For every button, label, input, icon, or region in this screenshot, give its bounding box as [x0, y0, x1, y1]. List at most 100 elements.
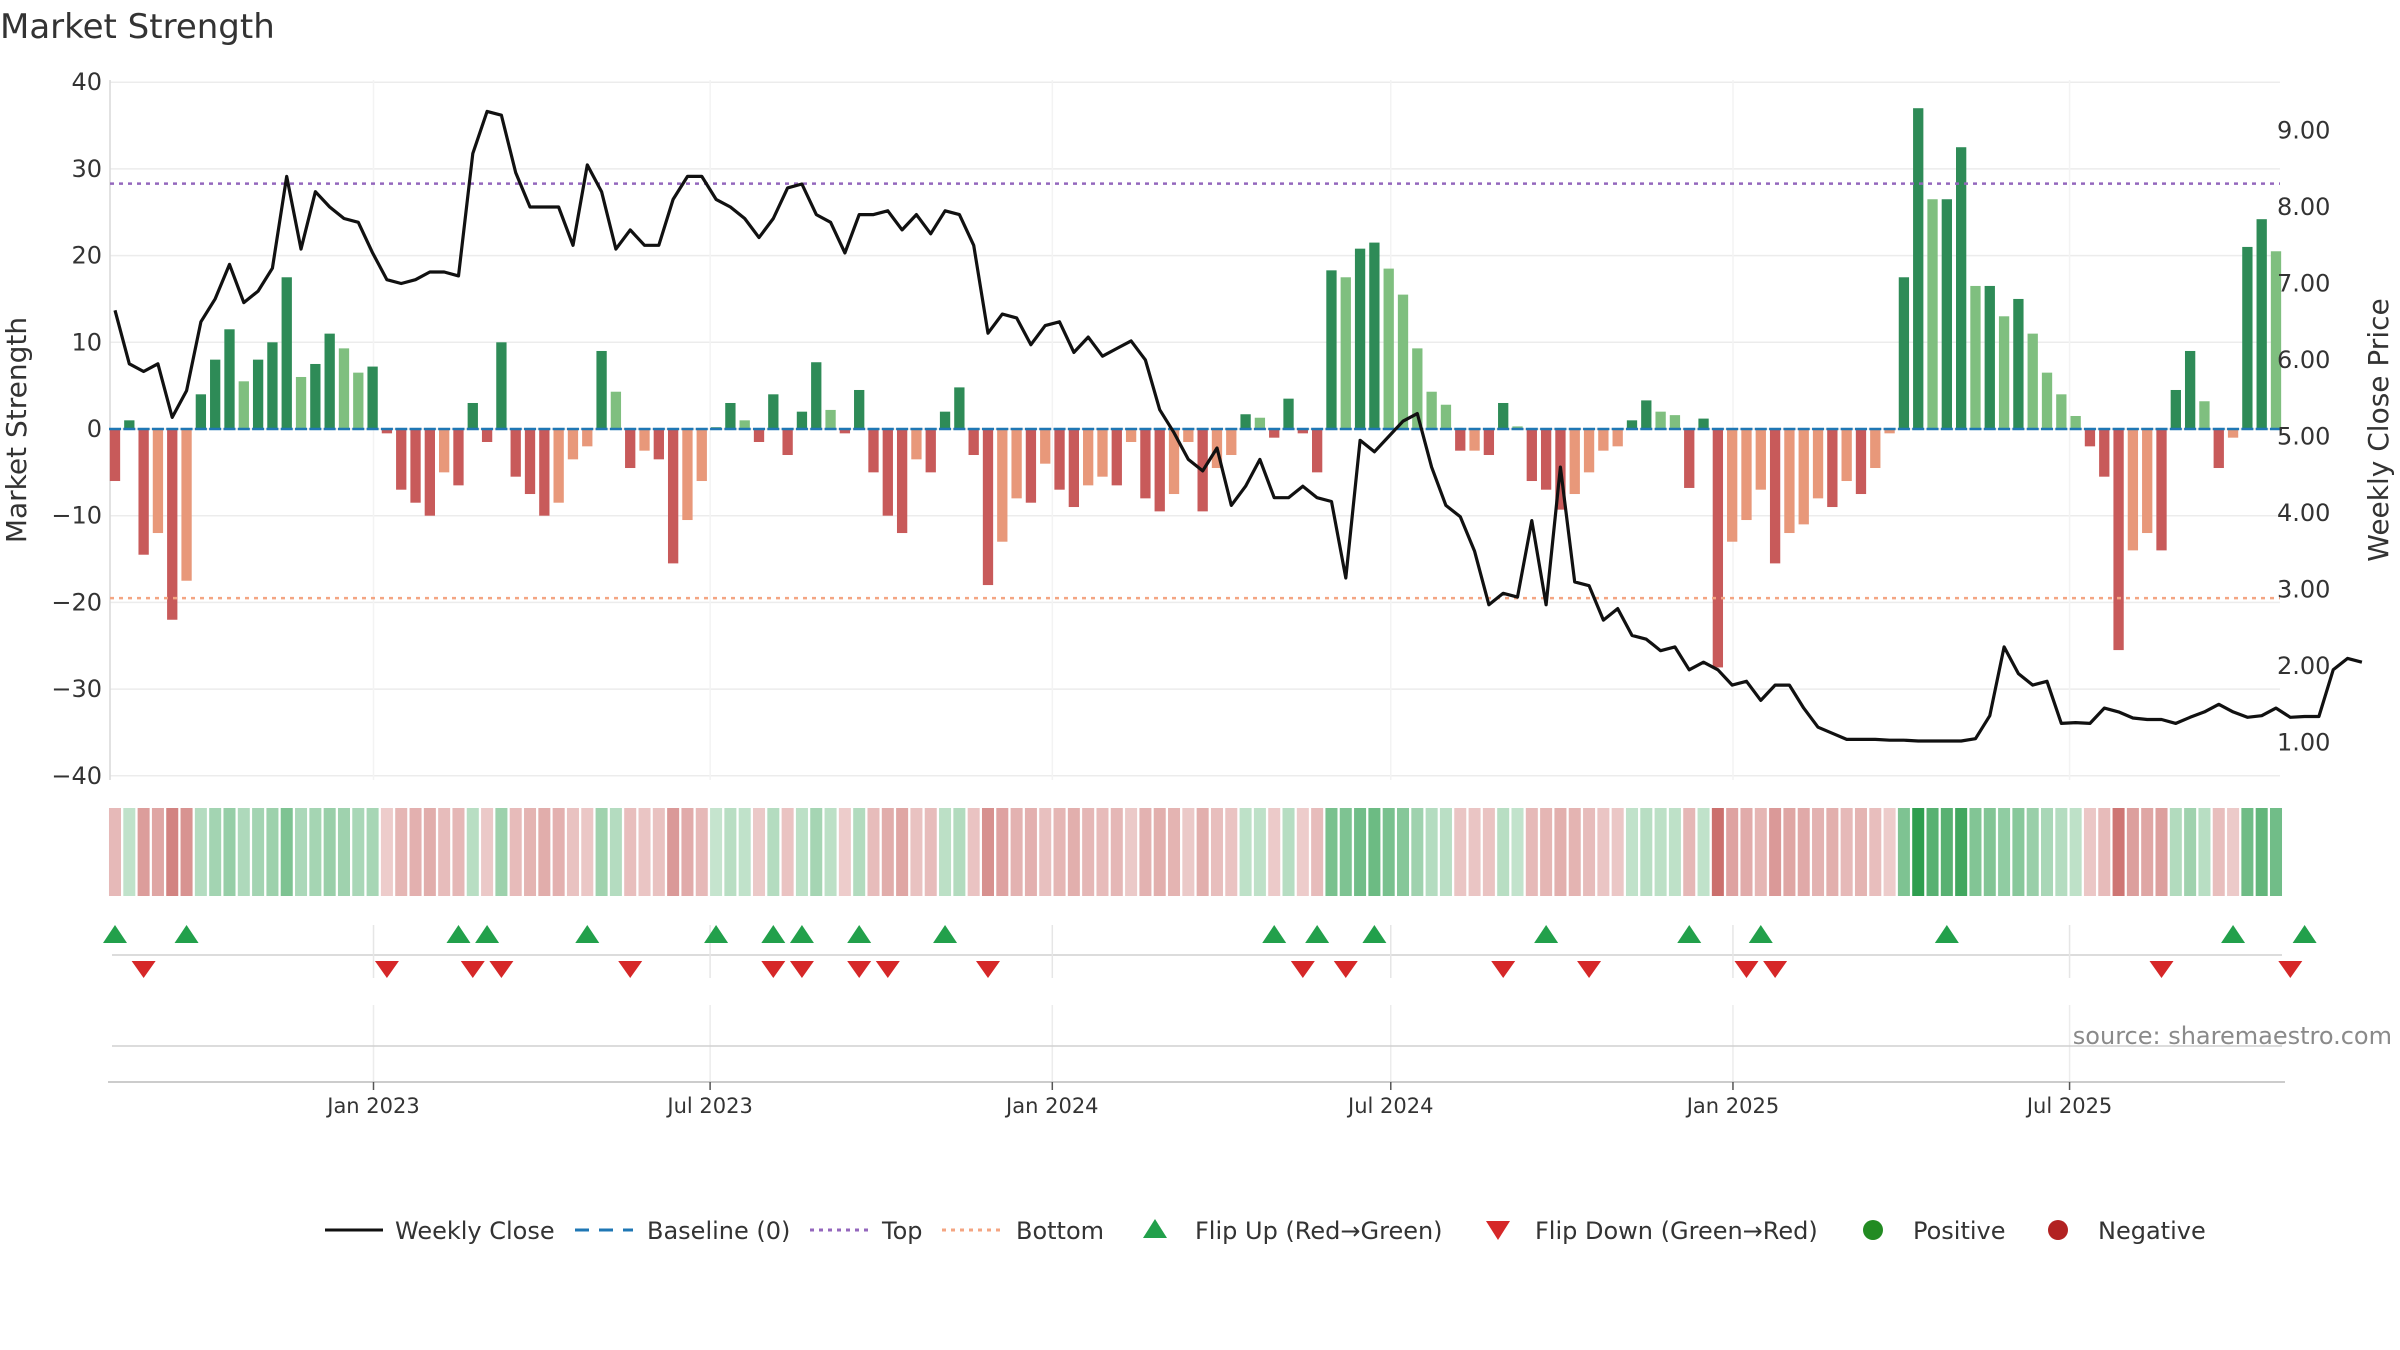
- flip-down-marker: [2149, 961, 2174, 978]
- heat-cell: [1812, 808, 1825, 896]
- positive-bar: [467, 402, 478, 429]
- negative-bar: [567, 429, 579, 460]
- strength-heat-strip: [108, 808, 2283, 896]
- heat-cell: [123, 808, 136, 896]
- flip-up-markers: [103, 925, 2317, 943]
- positive-bar: [1340, 277, 1351, 429]
- heat-cell: [1339, 808, 1352, 896]
- positive-bar: [1655, 411, 1666, 429]
- source-text: source: sharemaestro.com: [2073, 1022, 2392, 1050]
- positive-bar: [1498, 402, 1509, 429]
- heat-cell: [1597, 808, 1610, 896]
- heat-cell: [638, 808, 651, 896]
- heat-cell: [395, 808, 408, 896]
- heat-cell: [1325, 808, 1338, 896]
- heat-cell: [509, 808, 522, 896]
- flip-up-marker: [475, 925, 500, 943]
- positive-bar: [954, 387, 965, 429]
- heat-cell: [1854, 808, 1867, 896]
- heat-cell: [1754, 808, 1767, 896]
- heat-cell: [1568, 808, 1581, 896]
- heat-cell: [738, 808, 751, 896]
- negative-bar: [868, 429, 879, 473]
- heat-cell: [1239, 808, 1252, 896]
- negative-bar: [1769, 429, 1781, 564]
- negative-bar: [1311, 429, 1323, 473]
- flip-up-marker: [446, 925, 471, 943]
- positive-bar: [739, 420, 750, 429]
- heat-cell: [323, 808, 336, 896]
- positive-bar: [1998, 316, 2010, 429]
- heat-cell: [280, 808, 293, 896]
- heat-cell: [1053, 808, 1066, 896]
- flip-up-marker: [1934, 925, 1959, 943]
- heat-cell: [2026, 808, 2039, 896]
- positive-bar: [353, 372, 364, 429]
- heat-cell: [1897, 808, 1910, 896]
- flip-down-marker: [460, 961, 485, 978]
- positive-bar: [1984, 285, 1995, 429]
- right-tick-label: 5.00: [2277, 423, 2330, 451]
- negative-bar: [1727, 429, 1738, 542]
- heat-cell: [2241, 808, 2254, 896]
- heat-cell: [1010, 808, 1023, 896]
- negative-bar: [882, 429, 893, 516]
- positive-bar: [768, 394, 779, 429]
- heat-cell: [466, 808, 479, 896]
- positive-bar: [2199, 401, 2210, 429]
- heat-cell: [1511, 808, 1524, 896]
- negative-bar: [1125, 429, 1137, 443]
- heat-cell: [853, 808, 866, 896]
- heat-cell: [953, 808, 966, 896]
- heat-cell: [2269, 808, 2283, 896]
- positive-bar: [2242, 246, 2253, 429]
- heat-cell: [695, 808, 708, 896]
- negative-bar: [524, 429, 536, 495]
- legend-bottom: Bottom: [1016, 1217, 1104, 1245]
- flip-up-marker: [1262, 925, 1287, 943]
- negative-bar: [1798, 429, 1809, 525]
- heat-cell: [1382, 808, 1395, 896]
- heat-cell: [1110, 808, 1123, 896]
- positive-bar: [796, 411, 808, 429]
- positive-bar: [238, 381, 249, 429]
- heat-cell: [1482, 808, 1495, 896]
- flip-up-marker: [575, 925, 600, 943]
- heat-cell: [2112, 808, 2125, 896]
- positive-bar: [2027, 333, 2038, 429]
- date-tick-label: Jul 2025: [2025, 1094, 2112, 1118]
- legend-weekly-close: Weekly Close: [395, 1217, 555, 1245]
- positive-bar: [1426, 391, 1437, 429]
- positive-bar: [854, 389, 865, 429]
- negative-bar: [381, 429, 393, 434]
- heat-cell: [867, 808, 880, 896]
- heat-cell: [1210, 808, 1223, 896]
- heat-cell: [724, 808, 737, 896]
- heat-cell: [1454, 808, 1467, 896]
- heat-cell: [824, 808, 837, 896]
- negative-bar: [109, 429, 121, 482]
- heat-cell: [1411, 808, 1424, 896]
- heat-cell: [1096, 808, 1109, 896]
- flip-down-marker: [2278, 961, 2303, 978]
- heat-cell: [1883, 808, 1896, 896]
- negative-bar: [1054, 429, 1065, 490]
- heat-cell: [2212, 808, 2225, 896]
- positive-bar: [1970, 285, 1981, 429]
- heat-cell: [108, 808, 122, 896]
- negative-bar: [1540, 429, 1552, 490]
- flip-down-marker: [131, 961, 156, 978]
- heat-cell: [1955, 808, 1968, 896]
- heat-cell: [624, 808, 637, 896]
- heat-cell: [1540, 808, 1553, 896]
- negative-bar: [2113, 429, 2124, 651]
- negative-bar: [1684, 429, 1695, 488]
- heat-cell: [423, 808, 436, 896]
- heat-cell: [1826, 808, 1839, 896]
- heat-cell: [1139, 808, 1152, 896]
- date-tick-label: Jan 2025: [1685, 1094, 1780, 1118]
- heat-cell: [2098, 808, 2111, 896]
- negative-bar: [1812, 429, 1824, 499]
- flip-down-marker: [875, 961, 900, 978]
- heat-cell: [967, 808, 980, 896]
